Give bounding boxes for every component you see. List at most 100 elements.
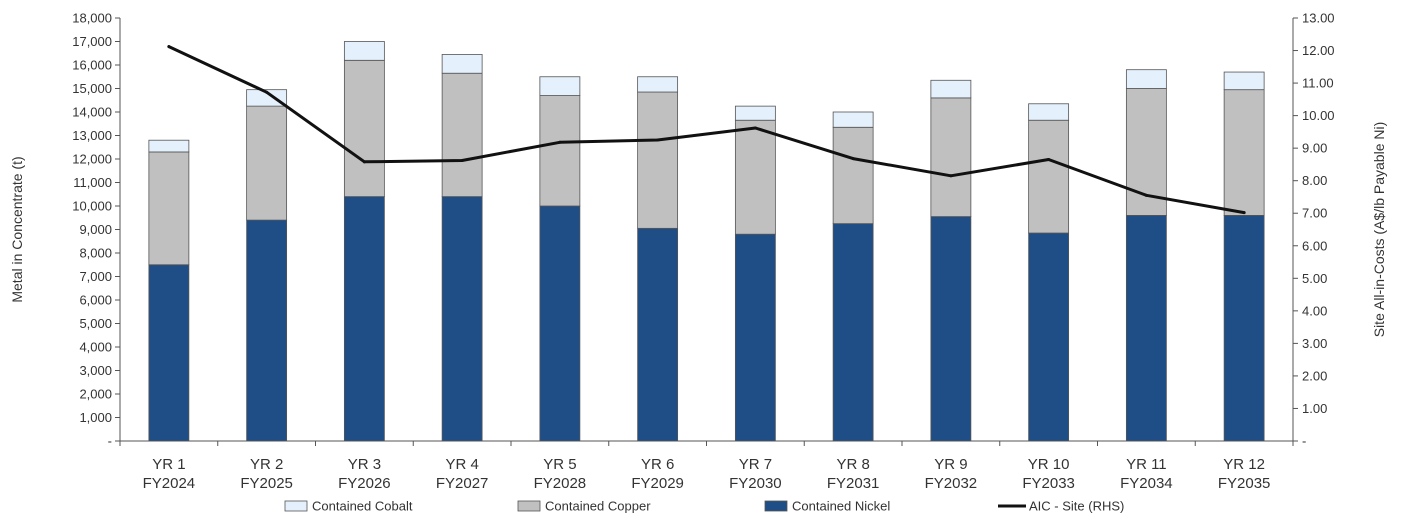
y-axis-title-left: Metal in Concentrate (t)	[9, 156, 25, 302]
y-tick-label-right: 10.00	[1302, 108, 1335, 123]
bars	[148, 41, 1265, 442]
x-tick-label-fiscal: FY2034	[1120, 475, 1173, 492]
bar-contained-nickel	[734, 233, 776, 442]
y-tick-label-left: 17,000	[72, 34, 112, 49]
aic-site-point	[1242, 211, 1246, 215]
bar-contained-nickel	[148, 264, 190, 442]
bar-contained-nickel	[637, 227, 679, 442]
bar-contained-copper	[637, 91, 679, 229]
bar-contained-nickel	[246, 219, 288, 442]
x-tick-label-year: YR 9	[934, 456, 967, 473]
x-tick-label-year: YR 6	[641, 456, 674, 473]
bar-contained-copper	[148, 151, 190, 266]
x-tick-label-year: YR 4	[445, 456, 478, 473]
bar-contained-copper	[1223, 89, 1265, 216]
y-tick-label-right: 12.00	[1302, 43, 1335, 58]
aic-site-point	[753, 126, 757, 130]
x-tick-label-year: YR 8	[836, 456, 869, 473]
bar-contained-nickel	[1028, 232, 1070, 442]
bar-contained-nickel	[832, 223, 874, 442]
y-tick-label-right: 6.00	[1302, 238, 1327, 253]
x-tick-label-year: YR 11	[1126, 456, 1167, 473]
axes: - 1,000 2,000 3,000 4,000 5,000 6,000 7,000 8,00…	[72, 11, 1334, 449]
y-tick-label-right: 7.00	[1302, 206, 1327, 221]
y-tick-label-right: 13.00	[1302, 11, 1335, 26]
y-tick-label-left: 7,000	[79, 269, 112, 284]
y-tick-label-left: 4,000	[79, 340, 112, 355]
bar-contained-cobalt	[734, 105, 776, 121]
x-tick-label-year: YR 3	[348, 456, 381, 473]
y-tick-label-left: -	[108, 434, 112, 449]
bar-contained-copper	[539, 95, 581, 207]
y-tick-label-right: 5.00	[1302, 271, 1327, 286]
bar-contained-copper	[343, 59, 385, 198]
x-tick-label-fiscal: FY2031	[827, 475, 880, 492]
bar-contained-cobalt	[343, 41, 385, 61]
bar-contained-cobalt	[246, 89, 288, 107]
bar-contained-nickel	[1125, 214, 1167, 442]
x-tick-label-fiscal: FY2029	[631, 475, 684, 492]
x-tick-label-fiscal: FY2025	[240, 475, 293, 492]
aic-site-point	[362, 160, 366, 164]
bar-contained-copper	[441, 72, 483, 197]
x-tick-label-year: YR 2	[250, 456, 283, 473]
y-tick-label-left: 11,000	[73, 175, 112, 190]
bar-contained-nickel	[441, 196, 483, 442]
legend-swatch-contained-cobalt	[284, 500, 308, 512]
aic-site-point	[1144, 193, 1148, 197]
bar-contained-cobalt	[1028, 103, 1070, 121]
legend-label-contained-cobalt: Contained Cobalt	[312, 499, 413, 514]
y-tick-label-right: 8.00	[1302, 173, 1327, 188]
y-axis-title-right: Site All-in-Costs (A$/lb Payable Ni)	[1371, 122, 1387, 338]
y-tick-label-left: 2,000	[79, 387, 112, 402]
bar-contained-copper	[246, 105, 288, 221]
x-tick-label-year: YR 5	[543, 456, 576, 473]
aic-site-point	[851, 157, 855, 161]
bar-contained-cobalt	[441, 54, 483, 74]
bar-contained-nickel	[1223, 214, 1265, 442]
bar-contained-nickel	[343, 196, 385, 442]
bar-contained-copper	[930, 97, 972, 217]
y-tick-label-right: 3.00	[1302, 336, 1327, 351]
y-tick-label-left: 16,000	[72, 58, 112, 73]
bar-contained-cobalt	[148, 139, 190, 153]
bar-contained-cobalt	[637, 76, 679, 93]
y-tick-label-left: 14,000	[72, 105, 112, 120]
y-tick-label-right: 11.00	[1302, 76, 1334, 91]
y-tick-label-right: 2.00	[1302, 368, 1327, 383]
y-tick-label-left: 3,000	[79, 363, 112, 378]
y-tick-label-right: 4.00	[1302, 303, 1327, 318]
x-tick-label-year: YR 12	[1223, 456, 1265, 473]
x-tick-label-year: YR 1	[152, 456, 185, 473]
bar-contained-nickel	[539, 205, 581, 442]
y-tick-label-left: 1,000	[79, 410, 112, 425]
y-tick-label-left: 10,000	[72, 199, 112, 214]
aic-site-point	[167, 45, 171, 49]
y-tick-label-left: 6,000	[79, 293, 112, 308]
bar-contained-cobalt	[832, 111, 874, 128]
aic-site-line	[167, 45, 1246, 215]
y-tick-label-right: 9.00	[1302, 141, 1327, 156]
x-tick-label-year: YR 7	[739, 456, 772, 473]
bar-contained-cobalt	[1125, 69, 1167, 89]
x-tick-label-fiscal: FY2027	[436, 475, 489, 492]
x-tick-label-fiscal: FY2033	[1022, 475, 1075, 492]
x-tick-label-fiscal: FY2030	[729, 475, 782, 492]
bar-contained-nickel	[930, 216, 972, 442]
aic-site-point	[949, 174, 953, 178]
legend-swatch-contained-nickel	[764, 500, 788, 512]
x-tick-label-fiscal: FY2026	[338, 475, 391, 492]
y-tick-label-left: 8,000	[79, 246, 112, 261]
x-tick-labels: YR 1 FY2024 YR 2 FY2025 YR 3 FY2026 YR 4 FY2027…	[143, 456, 1271, 492]
x-tick-label-fiscal: FY2032	[925, 475, 978, 492]
legend-label-contained-nickel: Contained Nickel	[792, 499, 890, 514]
aic-line	[167, 45, 1246, 215]
aic-site-point	[558, 140, 562, 144]
x-tick-label-year: YR 10	[1028, 456, 1070, 473]
y-tick-label-right: 1.00	[1302, 401, 1327, 416]
y-tick-label-left: 13,000	[72, 128, 112, 143]
x-tick-label-fiscal: FY2024	[143, 475, 196, 492]
bar-contained-cobalt	[539, 76, 581, 96]
